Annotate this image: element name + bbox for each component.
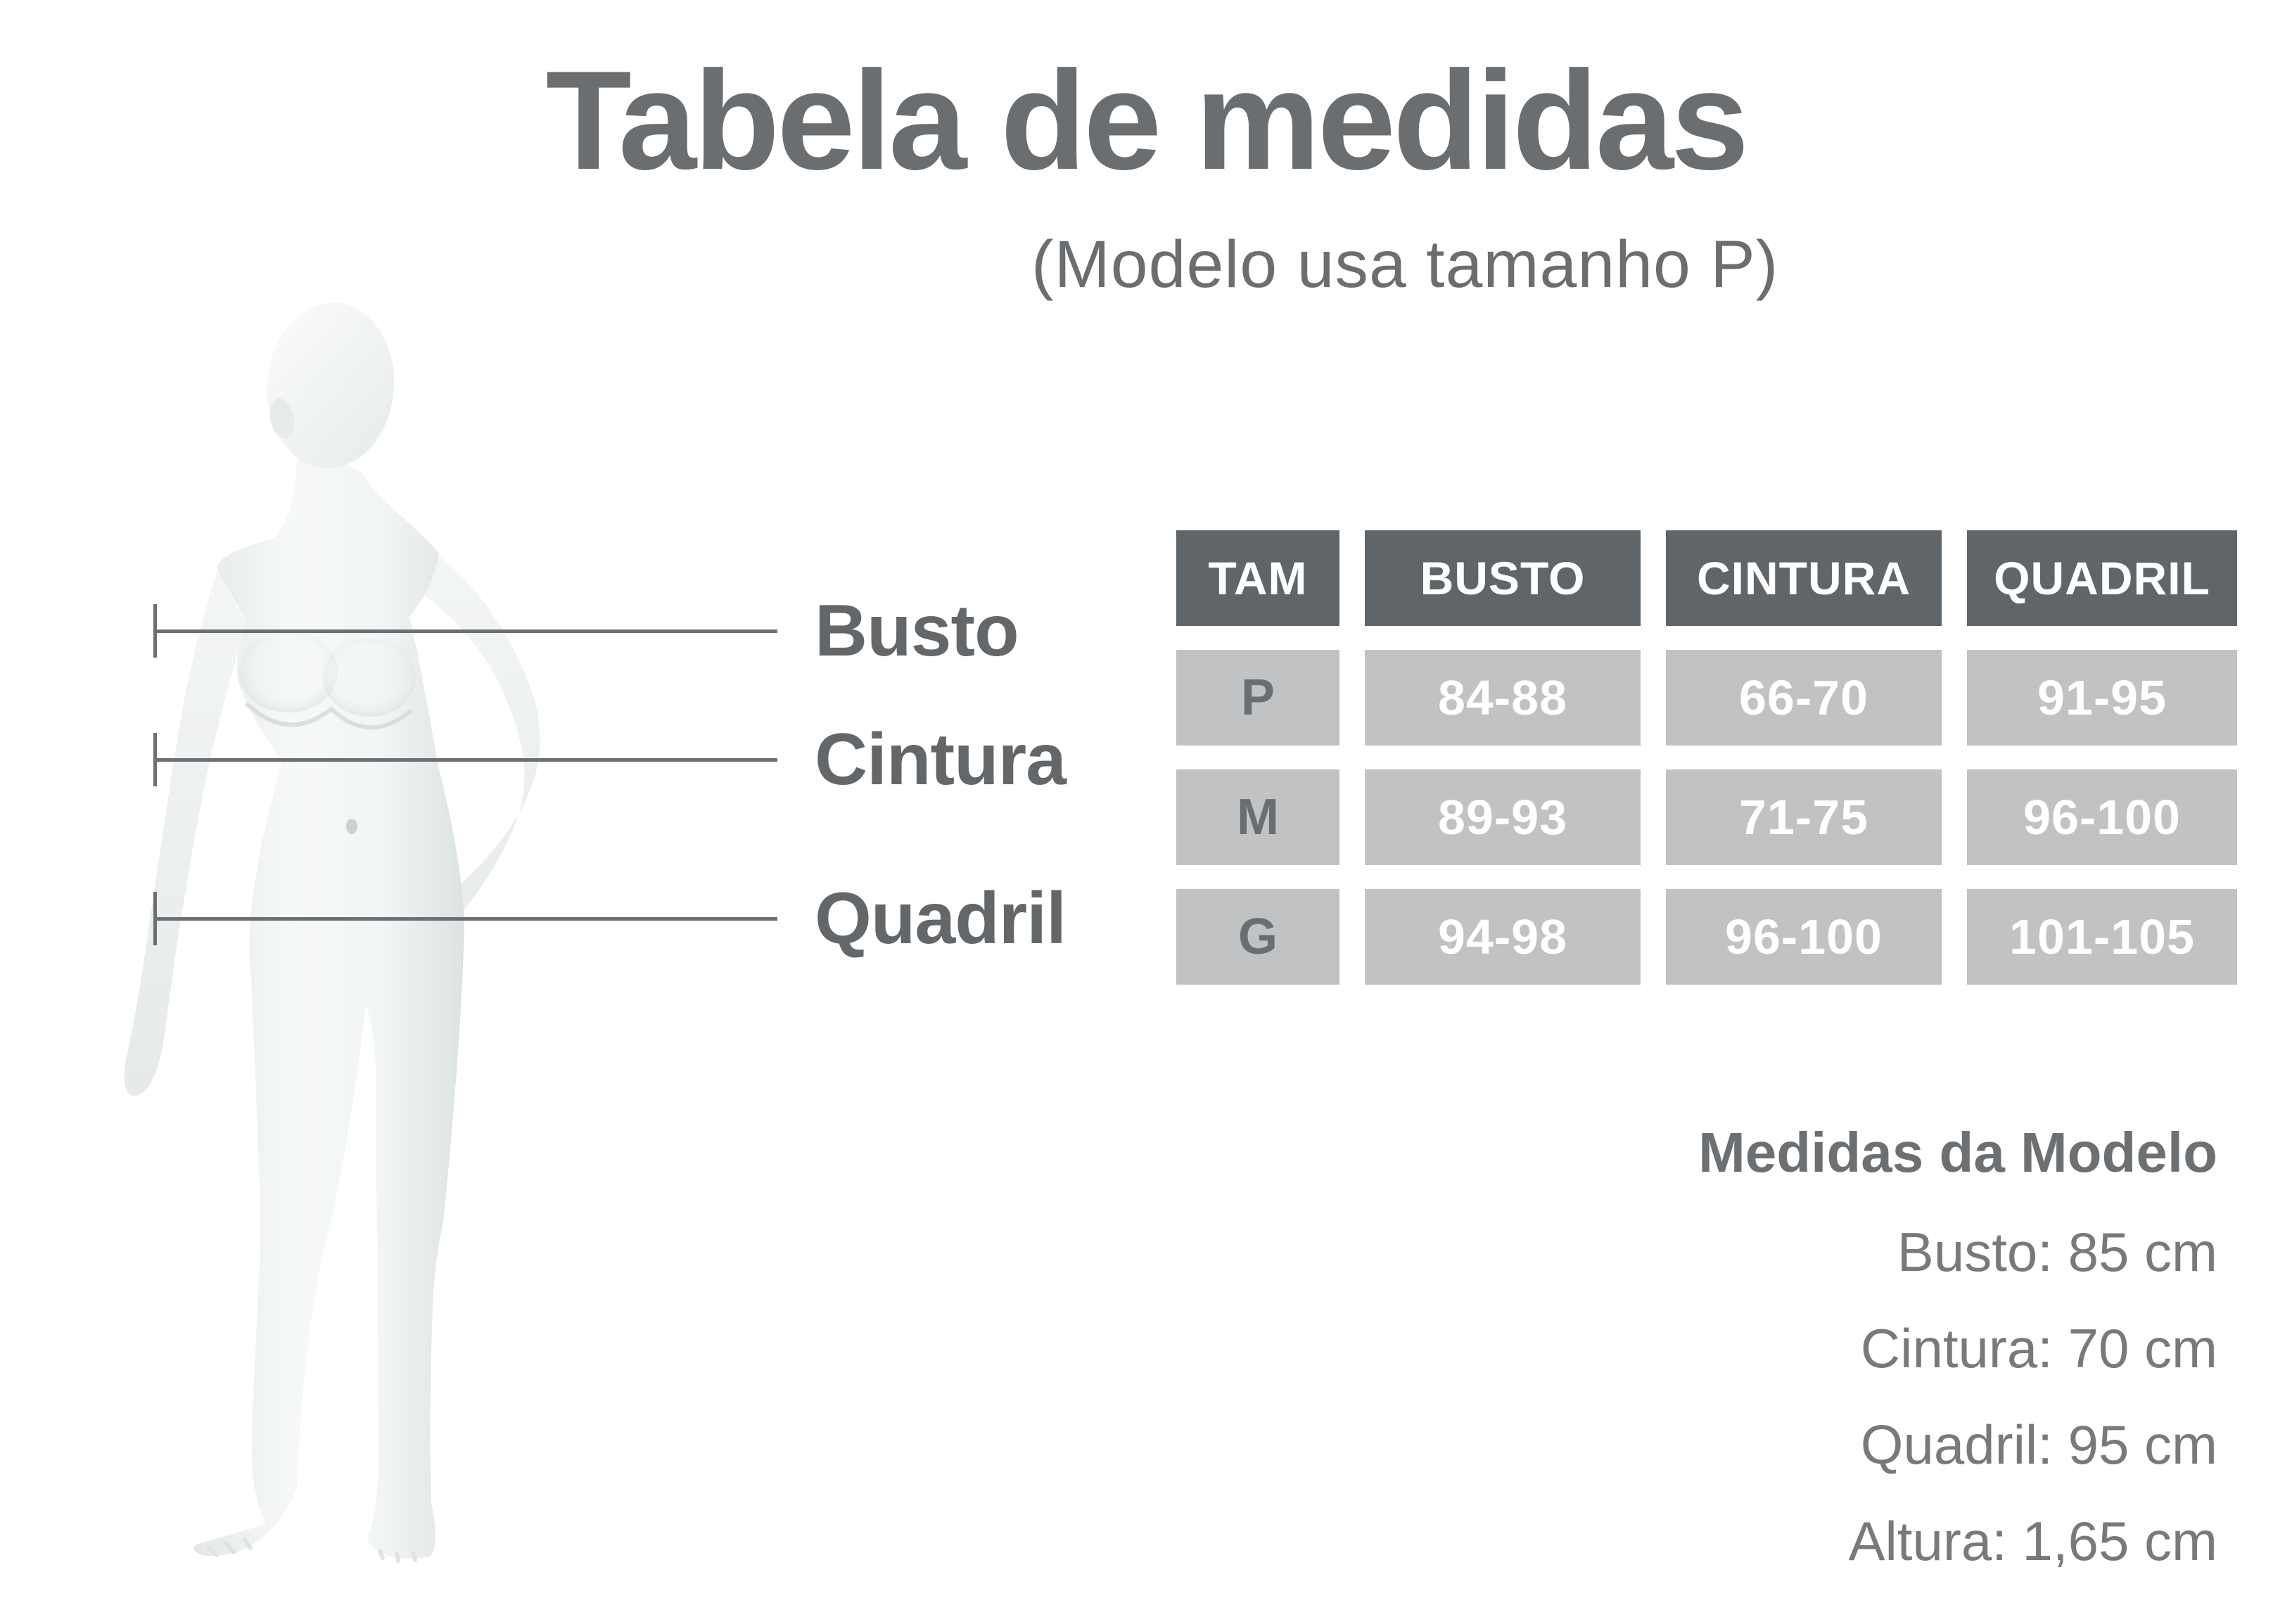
size-table-cell: 71-75 <box>1666 769 1942 865</box>
mannequin-underbust-shadow <box>329 706 413 730</box>
quadril-label: Quadril <box>815 878 1067 959</box>
cintura-line-tick <box>153 733 157 786</box>
cintura-line <box>155 758 777 762</box>
mannequin-body <box>193 459 464 1559</box>
size-table-cell: 94-98 <box>1365 889 1641 985</box>
quadril-line-tick <box>153 892 157 945</box>
size-table-cell: 84-88 <box>1365 650 1641 746</box>
page-title: Tabela de medidas <box>545 42 1750 199</box>
size-table-header-busto: BUSTO <box>1365 530 1641 626</box>
busto-label: Busto <box>815 590 1019 672</box>
model-measurements-heading: Medidas da Modelo <box>1698 1121 2217 1184</box>
mannequin-bust-shading <box>323 638 416 717</box>
size-table-cell-size-p: P <box>1176 650 1339 746</box>
model-measurements: Medidas da Modelo Busto: 85 cm Cintura: … <box>1698 1118 2217 1590</box>
size-table-header-quadril: QUADRIL <box>1967 530 2237 626</box>
size-table-header-cintura: CINTURA <box>1666 530 1942 626</box>
quadril-line <box>155 917 777 921</box>
model-measurement-cintura: Cintura: 70 cm <box>1860 1317 2217 1379</box>
mannequin-bust-shading <box>239 631 338 712</box>
mannequin-figure-icon <box>124 302 540 1563</box>
model-measurement-quadril: Quadril: 95 cm <box>1860 1414 2217 1476</box>
size-table-cell: 96-100 <box>1967 769 2237 865</box>
mannequin-toes <box>378 1549 417 1563</box>
mannequin-ear <box>269 398 295 439</box>
model-measurement-altura: Altura: 1,65 cm <box>1848 1510 2217 1572</box>
size-table-cell: 101-105 <box>1967 889 2237 985</box>
model-measurement-busto: Busto: 85 cm <box>1897 1221 2217 1283</box>
cintura-label: Cintura <box>815 719 1067 800</box>
size-table-header-tam: TAM <box>1176 530 1339 626</box>
size-table-cell: 89-93 <box>1365 769 1641 865</box>
mannequin-toes <box>206 1537 253 1557</box>
mannequin-left-arm <box>124 568 248 1096</box>
size-table-cell: 91-95 <box>1967 650 2237 746</box>
mannequin-underbust-shadow <box>244 701 333 727</box>
page-subtitle: (Modelo usa tamanho P) <box>1031 227 1779 302</box>
busto-line-tick <box>153 604 157 658</box>
size-table-cell: 96-100 <box>1666 889 1942 985</box>
mannequin-right-arm <box>374 555 540 991</box>
size-table-cell: 66-70 <box>1666 650 1942 746</box>
busto-line <box>155 629 777 633</box>
mannequin-head <box>267 302 395 468</box>
mannequin-navel <box>346 819 357 834</box>
size-table: TAM BUSTO CINTURA QUADRIL P 84-88 66-70 … <box>1176 530 2237 985</box>
size-table-cell-size-m: M <box>1176 769 1339 865</box>
size-table-cell-size-g: G <box>1176 889 1339 985</box>
